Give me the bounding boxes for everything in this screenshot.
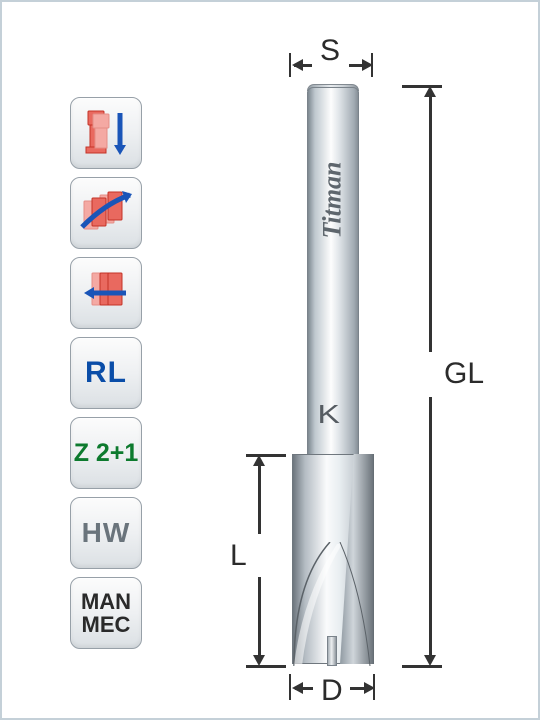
- z-label: Z 2+1: [74, 440, 139, 466]
- icon-z: Z 2+1: [70, 417, 142, 489]
- plunge-icon: [76, 103, 136, 163]
- icon-hw: HW: [70, 497, 142, 569]
- dim-d-label: D: [321, 674, 343, 708]
- lateral-icon: [76, 263, 136, 323]
- icon-column: RL Z 2+1 HW MAN MEC: [70, 97, 142, 649]
- icon-rl: RL: [70, 337, 142, 409]
- manmec-label: MAN MEC: [81, 590, 131, 636]
- dim-gl-label: GL: [444, 357, 484, 391]
- rl-label: RL: [85, 357, 127, 389]
- brand-text: Titman: [318, 161, 348, 238]
- shank-k-mark: K: [317, 399, 340, 430]
- icon-plunge: [70, 97, 142, 169]
- dim-s-label: S: [320, 34, 340, 68]
- router-bit-diagram: S GL L D Titman: [212, 22, 502, 702]
- hw-label: HW: [82, 518, 131, 547]
- man-text: MAN: [81, 590, 131, 613]
- icon-profile: [70, 177, 142, 249]
- brand-text-wrap: Titman: [311, 132, 355, 267]
- bottom-tip: [327, 636, 337, 666]
- icon-manmec: MAN MEC: [70, 577, 142, 649]
- mec-text: MEC: [81, 613, 131, 636]
- dim-l-label: L: [230, 539, 247, 573]
- icon-lateral: [70, 257, 142, 329]
- profile-icon: [76, 183, 136, 243]
